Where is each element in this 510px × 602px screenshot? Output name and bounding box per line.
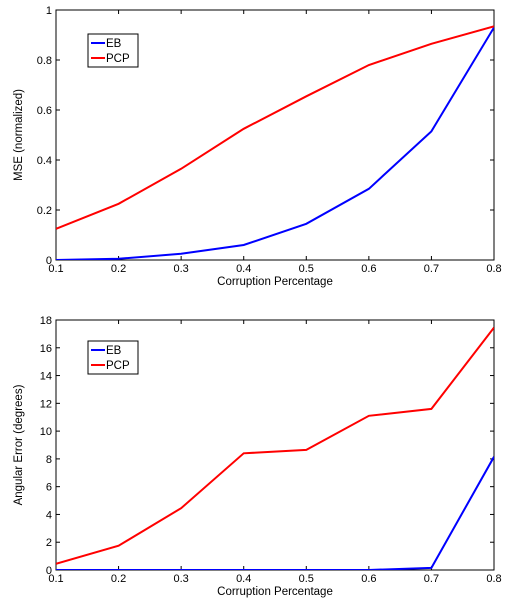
series-line-eb [56,26,494,260]
y-tick-label: 0.6 [37,105,52,117]
legend: EB PCP [87,340,139,375]
x-axis-label: Corruption Percentage [217,586,333,598]
series-line-pcp [56,326,494,565]
y-tick-label: 0.4 [37,155,52,167]
x-tick-label: 0.8 [486,263,501,275]
legend-box [87,340,139,375]
x-tick-label: 0.7 [424,573,439,585]
legend-label-eb: EB [106,38,122,50]
legend: EB PCP [87,33,139,68]
y-tick-label: 8 [46,454,52,466]
y-tick-label: 6 [46,482,52,494]
legend-label-pcp: PCP [106,360,130,372]
y-tick-label: 0.2 [37,205,52,217]
legend-label-pcp: PCP [106,53,130,65]
x-tick-label: 0.6 [361,573,376,585]
angular-error-chart: 0.1 0.2 0.3 0.4 0.5 0.6 0.7 0.8 0 2 4 6 8 10 12 14 16 18 C… [13,315,502,598]
legend-box [87,33,139,68]
series-line-eb [56,456,494,570]
x-tick-label: 0.5 [299,573,314,585]
y-tick-label: 14 [40,371,52,383]
x-tick-label: 0.5 [299,263,314,275]
x-tick-label: 0.3 [173,263,188,275]
x-tick-label: 0.7 [424,263,439,275]
y-tick-label: 12 [40,398,52,410]
legend-label-eb: EB [106,345,122,357]
x-tick-label: 0.3 [173,573,188,585]
x-tick-label: 0.4 [236,573,251,585]
x-tick-label: 0.1 [48,263,63,275]
y-tick-label: 18 [40,315,52,327]
x-tick-label: 0.1 [48,573,63,585]
y-tick-label: 1 [46,5,52,17]
x-tick-label: 0.8 [486,573,501,585]
mse-chart: 0.1 0.2 0.3 0.4 0.5 0.6 0.7 0.8 0 0.2 0.4 0.6 0.8 1 Co… [13,5,502,288]
y-tick-label: 10 [40,426,52,438]
y-tick-label: 4 [46,509,52,521]
y-tick-label: 16 [40,343,52,355]
y-tick-label: 0.8 [37,55,52,67]
y-tick-label: 0 [46,565,52,577]
x-tick-label: 0.2 [111,263,126,275]
series-line-pcp [56,25,494,230]
x-axis-label: Corruption Percentage [217,276,333,288]
x-tick-label: 0.6 [361,263,376,275]
y-axis-label: MSE (normalized) [13,89,25,181]
x-tick-label: 0.2 [111,573,126,585]
y-tick-label: 0 [46,255,52,267]
y-axis-label: Angular Error (degrees) [13,384,25,505]
x-tick-label: 0.4 [236,263,251,275]
y-tick-label: 2 [46,537,52,549]
